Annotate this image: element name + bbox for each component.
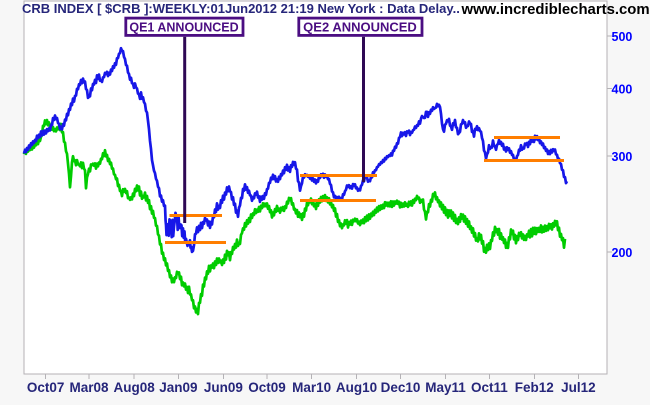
svg-text:200: 200: [612, 246, 633, 260]
svg-text:Aug08: Aug08: [113, 380, 155, 395]
svg-text:CRB INDEX [ $CRB ]:WEEKLY:01Ju: CRB INDEX [ $CRB ]:WEEKLY:01Jun2012 21:1…: [22, 1, 460, 16]
svg-text:QE1 ANNOUNCED: QE1 ANNOUNCED: [129, 20, 238, 34]
svg-text:QE2 ANNOUNCED: QE2 ANNOUNCED: [303, 19, 417, 34]
svg-text:Oct11: Oct11: [471, 380, 508, 395]
svg-text:Feb12: Feb12: [515, 380, 554, 395]
svg-text:Mar10: Mar10: [292, 380, 331, 395]
svg-text:500: 500: [612, 30, 633, 44]
svg-text:Jul12: Jul12: [561, 380, 596, 395]
svg-text:May11: May11: [425, 380, 466, 395]
svg-text:300: 300: [612, 150, 633, 164]
svg-text:www.incrediblecharts.com: www.incrediblecharts.com: [461, 2, 650, 18]
svg-text:400: 400: [612, 83, 633, 97]
svg-text:Jun09: Jun09: [204, 380, 243, 395]
svg-text:Oct09: Oct09: [248, 380, 286, 395]
svg-text:Oct07: Oct07: [27, 380, 65, 395]
svg-text:Mar08: Mar08: [69, 380, 109, 395]
svg-text:Dec10: Dec10: [381, 380, 421, 395]
svg-text:Jan09: Jan09: [159, 380, 197, 395]
svg-text:Aug10: Aug10: [336, 380, 377, 395]
